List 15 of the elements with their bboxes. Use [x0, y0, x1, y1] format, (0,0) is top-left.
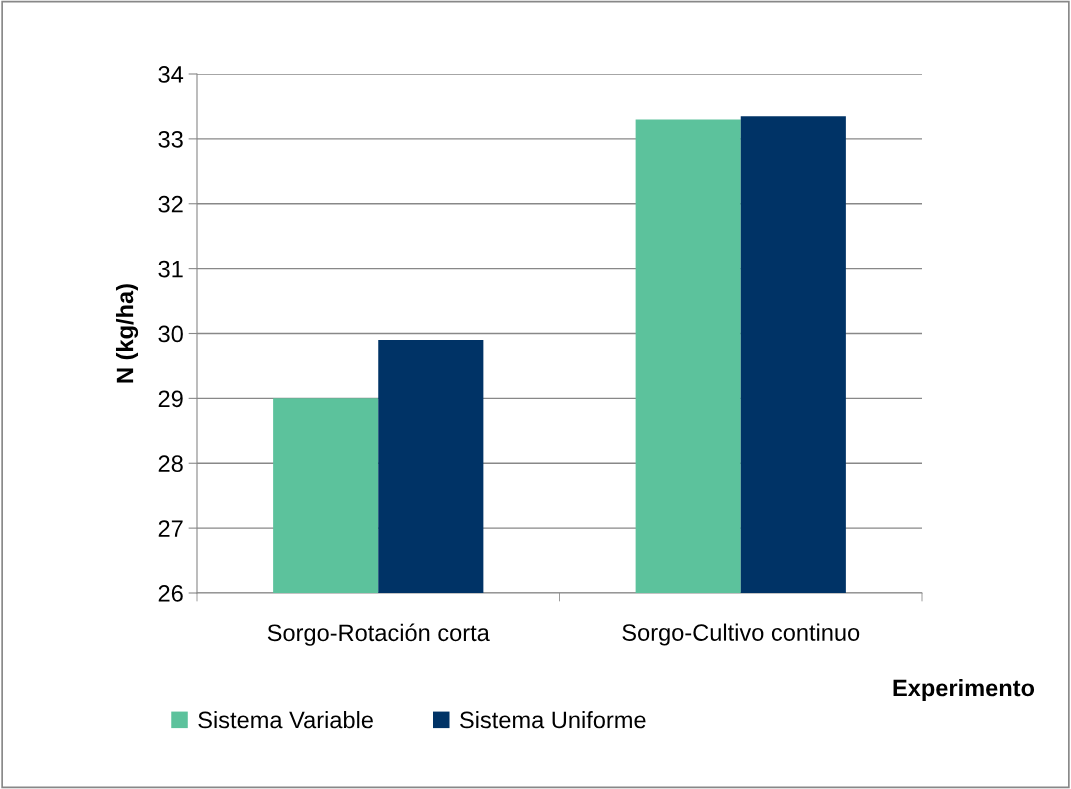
y-tick-label: 28 — [158, 455, 183, 473]
legend-label: Sistema Variable — [198, 710, 373, 729]
x-tick-label: Sorgo-Cultivo continuo — [622, 623, 860, 646]
y-axis-title: N (kg/ha) — [115, 284, 139, 383]
y-tick-label: 27 — [158, 520, 183, 537]
y-tick-label: 30 — [158, 325, 183, 343]
y-tick-label: 34 — [158, 66, 184, 83]
legend-label: Sistema Uniforme — [460, 710, 646, 729]
x-tick-label: Sorgo-Rotación corta — [267, 623, 490, 646]
x-axis-title: Experimento — [893, 678, 1035, 702]
y-tick-label: 26 — [158, 585, 183, 602]
y-tick-label: 33 — [158, 130, 183, 148]
y-tick-label: 31 — [158, 260, 183, 278]
y-tick-label: 29 — [158, 390, 183, 408]
y-tick-label: 32 — [158, 195, 183, 213]
